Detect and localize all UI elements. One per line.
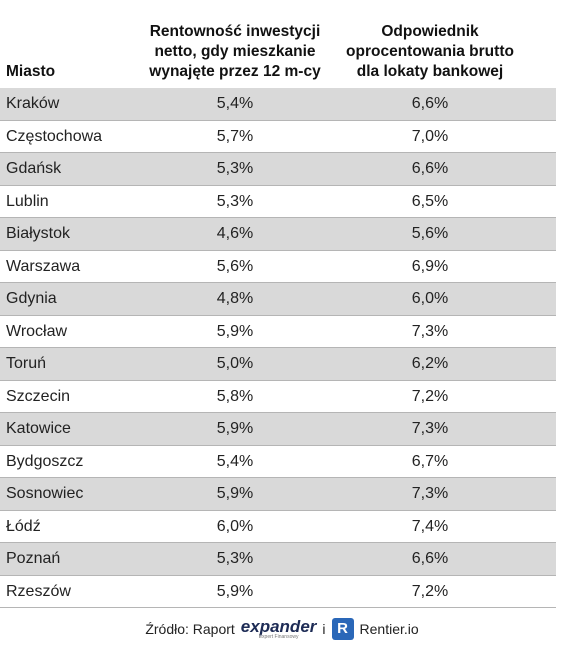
city-cell: Poznań [6, 550, 61, 567]
table-row: Wrocław 5,9% 7,3% [0, 316, 556, 348]
value-cell: 5,7% [216, 127, 254, 145]
header-line: Rentowność inwestycji [149, 23, 321, 40]
city-cell: Gdynia [6, 290, 57, 307]
value-cell: 5,9% [216, 485, 254, 502]
table-row: Lublin 5,3% 6,5% [0, 186, 556, 218]
value-cell: 5,3% [216, 550, 254, 567]
logo-text: expander [240, 617, 317, 636]
table-row: Poznań 5,3% 6,6% [0, 543, 556, 576]
value-cell: 5,3% [216, 192, 254, 210]
value-cell: 6,5% [411, 192, 449, 210]
city-cell: Gdańsk [6, 160, 62, 177]
header-line: oprocentowania brutto [346, 43, 514, 60]
city-cell: Częstochowa [6, 127, 103, 145]
value-cell: 5,0% [216, 355, 254, 372]
value-cell: 6,6% [411, 550, 449, 567]
value-cell: 6,9% [411, 257, 449, 275]
value-cell: 5,6% [411, 225, 449, 242]
city-cell: Warszawa [6, 257, 81, 275]
joiner: i [322, 621, 326, 637]
table-row: Rzeszów 5,9% 7,2% [0, 576, 556, 608]
header-line: wynajęte przez 12 m-cy [149, 63, 321, 80]
value-cell: 6,0% [216, 517, 254, 535]
value-cell: 4,6% [216, 225, 254, 242]
footer: Źródło: Raport expander Expert Finansowy … [0, 612, 564, 646]
rentier-icon: R [331, 618, 354, 640]
table-row: Gdańsk 5,3% 6,6% [0, 153, 556, 186]
table-row: Warszawa 5,6% 6,9% [0, 251, 556, 283]
table-row: Bydgoszcz 5,4% 6,7% [0, 446, 556, 478]
expander-logo: expander Expert Finansowy [241, 618, 317, 640]
city-cell: Wrocław [6, 322, 68, 340]
value-cell: 6,6% [411, 95, 449, 112]
header-line: dla lokaty bankowej [356, 63, 504, 80]
table-row: Białystok 4,6% 5,6% [0, 218, 556, 251]
rentier-logo: Rentier.io [359, 621, 419, 637]
table-row: Łódź 6,0% 7,4% [0, 511, 556, 543]
table-row: Toruń 5,0% 6,2% [0, 348, 556, 381]
table-row: Katowice 5,9% 7,3% [0, 413, 556, 446]
value-cell: 6,7% [411, 452, 449, 470]
table-row: Gdynia 4,8% 6,0% [0, 283, 556, 316]
value-cell: 7,4% [411, 517, 449, 535]
city-cell: Bydgoszcz [6, 452, 84, 470]
value-cell: 5,4% [216, 95, 254, 112]
header-line: netto, gdy mieszkanie [154, 43, 316, 60]
table-row: Sosnowiec 5,9% 7,3% [0, 478, 556, 511]
city-cell: Szczecin [6, 387, 71, 405]
value-cell: 5,9% [216, 420, 254, 437]
value-cell: 5,6% [216, 257, 254, 275]
logo-subtext: Expert Finansowy [258, 634, 299, 640]
city-cell: Sosnowiec [6, 485, 84, 502]
city-cell: Łódź [6, 517, 41, 535]
city-cell: Kraków [6, 95, 60, 112]
city-cell: Lublin [6, 192, 49, 210]
table-row: Kraków 5,4% 6,6% [0, 88, 556, 121]
value-cell: 7,2% [411, 582, 449, 600]
value-cell: 6,2% [411, 355, 449, 372]
table-body: Kraków 5,4% 6,6% Częstochowa 5,7% 7,0% Gdańsk 5… [0, 88, 556, 608]
city-cell: Rzeszów [6, 582, 71, 600]
value-cell: 6,0% [411, 290, 449, 307]
value-cell: 7,3% [411, 485, 449, 502]
value-cell: 7,2% [411, 387, 449, 405]
table-row: Szczecin 5,8% 7,2% [0, 381, 556, 413]
value-cell: 6,6% [411, 160, 449, 177]
city-cell: Toruń [6, 355, 47, 372]
header-city: Miasto [6, 63, 56, 80]
table-header: Miasto Rentowność inwestycji netto, gdy m… [0, 0, 556, 90]
value-cell: 7,3% [411, 420, 449, 437]
header-col2: Odpowiednik oprocentowania brutto dla loka… [330, 22, 530, 82]
header-line: Odpowiednik [381, 23, 479, 40]
value-cell: 7,0% [411, 127, 449, 145]
value-cell: 5,8% [216, 387, 254, 405]
header-col1: Rentowność inwestycji netto, gdy mieszkan… [125, 22, 345, 82]
city-cell: Katowice [6, 420, 71, 437]
value-cell: 7,3% [411, 322, 449, 340]
city-cell: Białystok [6, 225, 71, 242]
value-cell: 5,3% [216, 160, 254, 177]
value-cell: 5,9% [216, 582, 254, 600]
value-cell: 5,4% [216, 452, 254, 470]
value-cell: 4,8% [216, 290, 254, 307]
table-row: Częstochowa 5,7% 7,0% [0, 121, 556, 153]
source-label: Źródło: Raport [145, 621, 235, 637]
value-cell: 5,9% [216, 322, 254, 340]
